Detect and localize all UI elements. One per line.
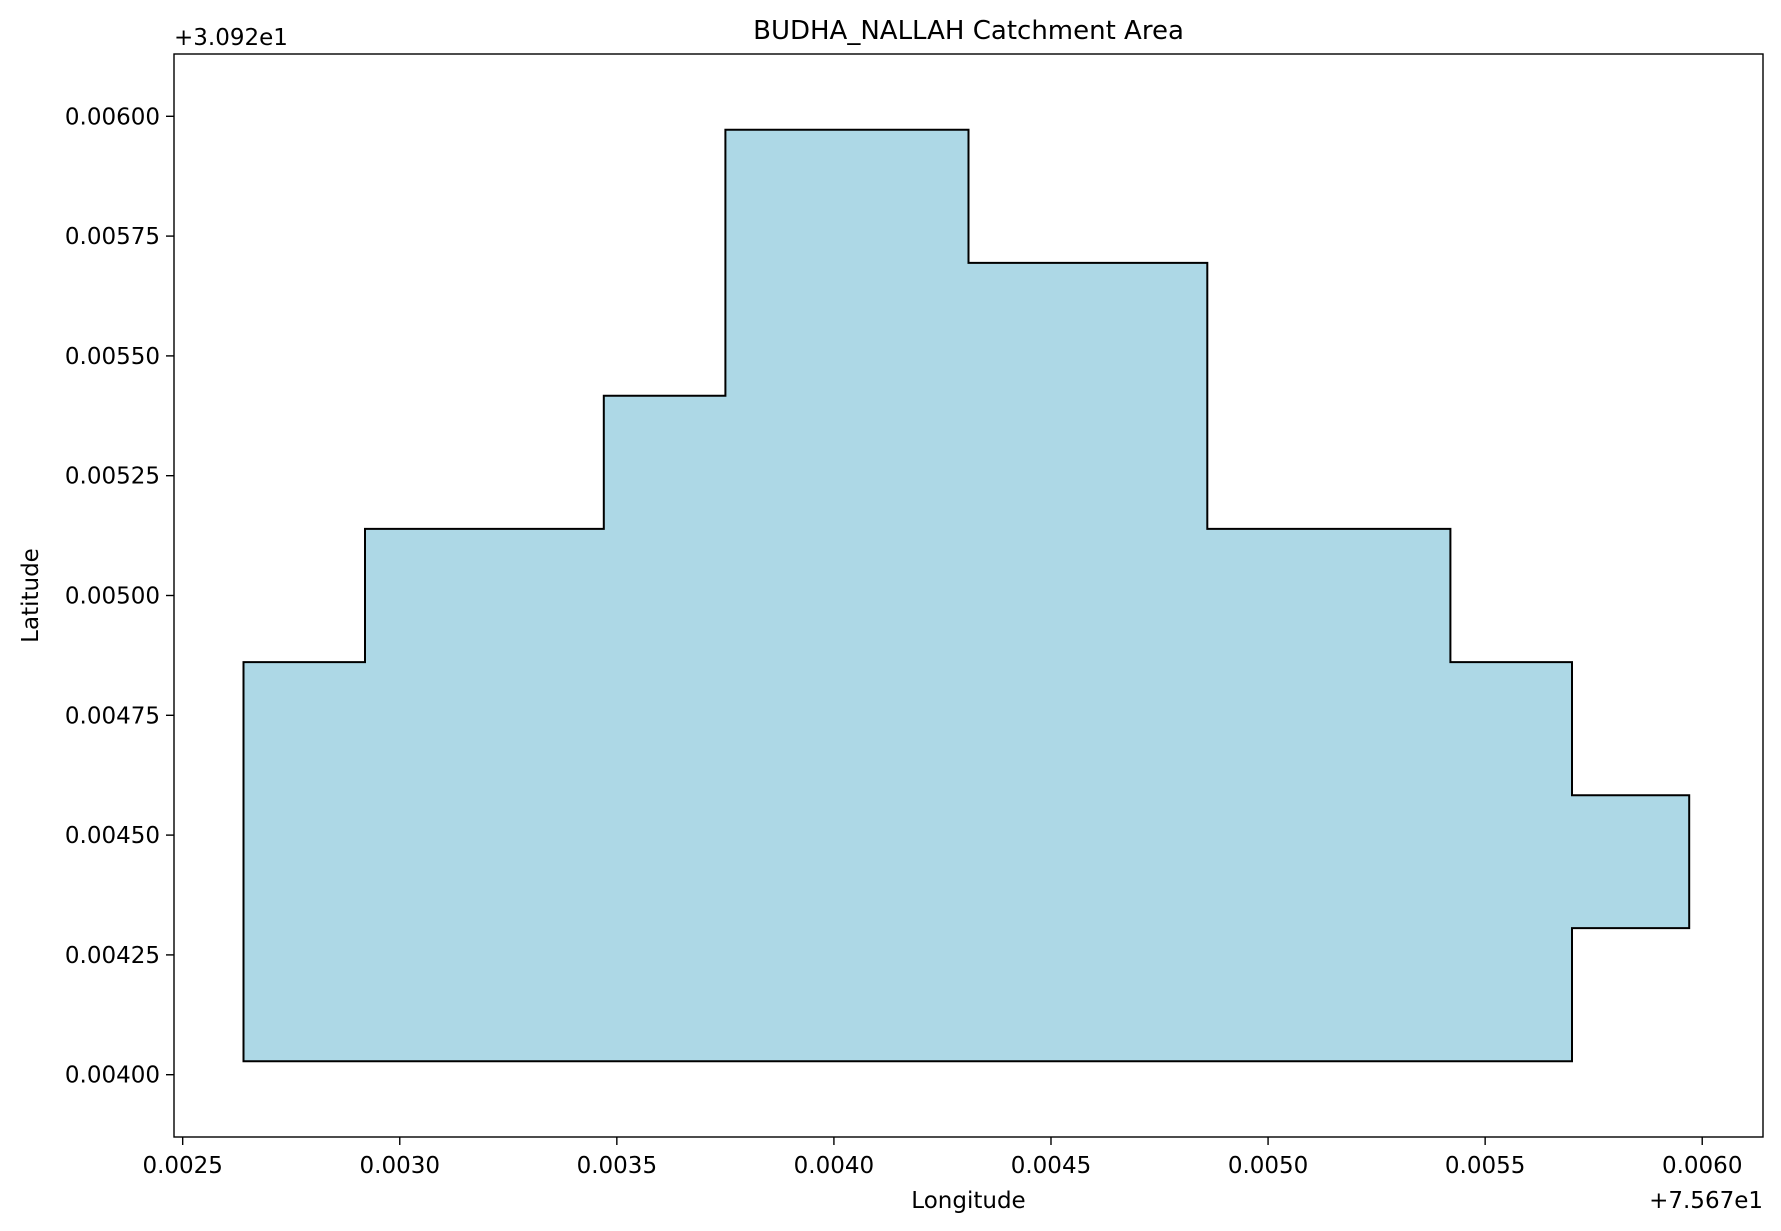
- x-tick-label: 0.0030: [360, 1153, 440, 1179]
- y-tick-label: 0.00475: [65, 703, 160, 729]
- x-tick-label: 0.0050: [1228, 1153, 1308, 1179]
- x-tick-label: 0.0060: [1662, 1153, 1742, 1179]
- x-tick-label: 0.0040: [794, 1153, 874, 1179]
- y-axis: 0.00400 0.00425 0.00450 0.00475 0.00500 0.005…: [65, 104, 174, 1089]
- catchment-polygon: [242, 128, 1691, 1063]
- y-offset-label: +3.092e1: [174, 25, 288, 51]
- x-axis: 0.0025 0.0030 0.0035 0.0040 0.0045 0.0050 0.00…: [142, 1137, 1742, 1179]
- y-tick-label: 0.00425: [65, 943, 160, 969]
- x-tick-label: 0.0055: [1445, 1153, 1525, 1179]
- x-tick-label: 0.0045: [1011, 1153, 1091, 1179]
- y-tick-label: 0.00450: [65, 823, 160, 849]
- y-axis-label: Latitude: [18, 548, 44, 643]
- y-tick-label: 0.00550: [65, 344, 160, 370]
- x-axis-label: Longitude: [911, 1188, 1025, 1214]
- plot-area: [242, 128, 1691, 1063]
- x-tick-label: 0.0025: [142, 1153, 222, 1179]
- chart-title: BUDHA_NALLAH Catchment Area: [753, 16, 1184, 46]
- y-tick-label: 0.00600: [65, 104, 160, 130]
- x-offset-label: +7.567e1: [1649, 1188, 1763, 1214]
- y-tick-label: 0.00400: [65, 1063, 160, 1089]
- y-tick-label: 0.00525: [65, 464, 160, 490]
- y-tick-label: 0.00500: [65, 584, 160, 610]
- y-tick-label: 0.00575: [65, 224, 160, 250]
- x-tick-label: 0.0035: [577, 1153, 657, 1179]
